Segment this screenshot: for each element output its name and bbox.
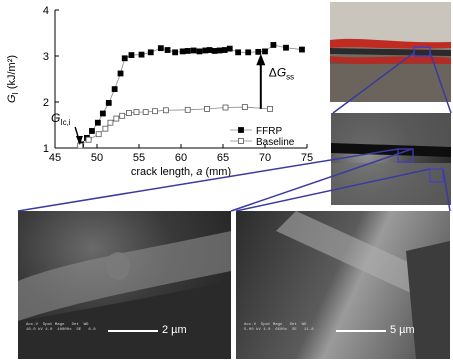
x-axis-label-unit: (mm) — [202, 166, 231, 178]
legend-marker — [238, 138, 244, 144]
sem-left-art — [18, 231, 231, 359]
data-point — [283, 44, 289, 51]
data-point — [117, 70, 124, 77]
data-point — [147, 49, 154, 56]
data-point — [221, 47, 228, 53]
x-tick-label: 55 — [133, 152, 145, 164]
delta-g-sub: ss — [286, 73, 294, 82]
data-point — [262, 48, 268, 55]
fracture-surface-art — [331, 113, 451, 205]
x-tick-label: 65 — [217, 152, 229, 164]
y-tick-label: 4 — [43, 5, 49, 17]
data-point — [113, 115, 120, 122]
data-point — [85, 136, 92, 143]
legend-label: Baseline — [256, 137, 295, 148]
gic-sub: Ic,i — [60, 118, 70, 127]
sem-right-art — [276, 211, 450, 359]
data-point — [133, 109, 140, 116]
data-point — [222, 104, 229, 111]
data-point — [157, 45, 164, 52]
data-point — [102, 125, 109, 132]
x-axis-label: crack length, a (mm) — [131, 166, 231, 178]
data-point — [164, 47, 171, 53]
sem-image-left: Acc.V Spot Magn Det WD 10.0 kV 4.0 10000… — [18, 211, 231, 359]
y-tick-label: 2 — [43, 97, 49, 109]
data-point — [94, 119, 101, 126]
y-tick-label: 3 — [43, 51, 49, 63]
y-axis-label-sub: I — [11, 92, 20, 94]
data-point — [190, 47, 197, 54]
data-point — [245, 49, 252, 56]
data-point — [270, 42, 277, 48]
y-axis-label-var: G — [6, 94, 18, 103]
specimen-photo — [330, 2, 451, 102]
delta-g-label: ΔGss — [269, 66, 294, 82]
data-point — [162, 107, 169, 114]
specimen-photo-art — [330, 2, 451, 102]
data-point — [119, 112, 126, 119]
data-point — [299, 46, 305, 53]
data-point — [255, 48, 262, 55]
data-point — [184, 48, 191, 54]
y-axis-label: GI (kJ/m²) — [6, 55, 20, 103]
sem-right-metadata: Acc.V Spot Magn Det WD 5.00 kV 4.0 6500x… — [244, 323, 314, 332]
data-point — [142, 109, 149, 116]
data-point — [204, 106, 210, 112]
data-point — [138, 51, 145, 58]
gic-label: GIc,i — [51, 111, 71, 127]
scale-bar-right-label: 5 µm — [390, 324, 415, 336]
data-point — [235, 49, 242, 56]
x-axis-label-text: crack length, — [131, 166, 196, 178]
series-layer — [77, 42, 305, 149]
data-point — [152, 108, 158, 115]
data-point — [241, 104, 248, 110]
delta-g-arrowhead — [256, 53, 266, 66]
data-point — [95, 131, 102, 138]
delta-g-var: G — [277, 66, 286, 80]
series-ffrp — [78, 42, 305, 148]
x-tick-label: 45 — [49, 152, 61, 164]
data-point — [105, 100, 112, 106]
data-point — [196, 48, 203, 55]
gic-var: G — [51, 111, 60, 125]
data-point — [89, 128, 95, 134]
data-point — [107, 119, 114, 126]
scale-bar-left-label: 2 µm — [162, 324, 187, 336]
x-tick-label: 50 — [91, 152, 103, 164]
y-tick-label: 1 — [43, 143, 49, 155]
data-point — [99, 110, 106, 117]
sem-left-metadata: Acc.V Spot Magn Det WD 10.0 kV 4.0 10000… — [26, 323, 96, 332]
data-point — [184, 106, 191, 113]
data-point — [179, 48, 186, 55]
legend-marker — [238, 127, 244, 133]
data-point — [211, 48, 218, 54]
x-tick-label: 60 — [175, 152, 187, 164]
y-axis-label-unit: (kJ/m²) — [6, 55, 18, 92]
legend-label: FFRP — [256, 126, 282, 137]
data-point — [267, 106, 273, 112]
data-point — [172, 49, 179, 56]
delta-g-prefix: Δ — [269, 66, 277, 80]
data-point — [111, 86, 118, 93]
data-point — [206, 47, 213, 53]
sem-image-right: Acc.V Spot Magn Det WD 5.00 kV 4.0 6500x… — [236, 211, 450, 359]
data-point — [226, 45, 233, 52]
gic-arrowhead — [75, 136, 83, 145]
data-point — [216, 47, 223, 54]
series-baseline — [77, 104, 273, 149]
data-point — [121, 55, 128, 62]
x-tick-label: 75 — [301, 152, 313, 164]
data-point — [126, 110, 132, 116]
x-tick-label: 70 — [259, 152, 271, 164]
fracture-surface-micrograph — [331, 113, 451, 205]
data-point — [128, 52, 135, 58]
